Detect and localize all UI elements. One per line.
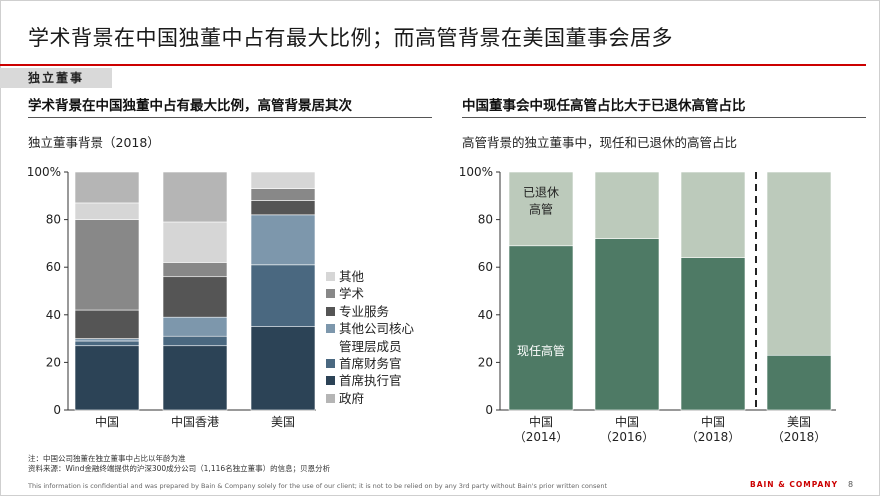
legend-item: 其他公司核心 管理层成员: [326, 320, 414, 355]
slide-title: 学术背景在中国独董中占有最大比例；而高管背景在美国董事会居多: [28, 26, 673, 50]
y-tick-label: 80: [46, 213, 61, 227]
right-panel-rule: [462, 117, 866, 118]
bar-segment: [680, 171, 746, 258]
series-label-current: 现任高管: [517, 343, 565, 358]
x-tick-label: （2014）: [514, 430, 569, 444]
y-tick-label: 20: [46, 355, 61, 369]
legend-item: 政府: [326, 390, 414, 407]
brand-logo: BAIN & COMPANY: [750, 480, 839, 489]
x-tick-label: 中国: [95, 414, 119, 429]
legend-label: 其他公司核心 管理层成员: [339, 321, 415, 354]
left-chart-subtitle: 独立董事背景（2018）: [28, 135, 160, 150]
legend-swatch: [326, 324, 335, 334]
y-tick-label: 100%: [27, 165, 61, 179]
y-tick-label: 80: [478, 213, 493, 227]
right-chart-subtitle: 高管背景的独立董事中，现任和已退休的高管占比: [462, 135, 738, 150]
legend-swatch: [326, 376, 335, 386]
series-label-retired: 已退休: [523, 186, 559, 200]
bar-segment: [594, 171, 660, 239]
legend-label: 学术: [339, 286, 365, 302]
left-chart-legend: 其他学术 专业服务其他公司核心 管理层成员首席财务官 首席执行官 政府: [326, 268, 414, 407]
y-tick-label: 20: [478, 355, 493, 369]
legend-item: 首席执行官: [326, 372, 414, 389]
note-line: 注：中国公司独董在独立董事中占比以年龄为准: [28, 454, 186, 463]
bar-segment: [74, 171, 140, 204]
legend-item: 专业服务: [326, 303, 414, 320]
legend-swatch: [326, 289, 335, 299]
bar-segment: [74, 345, 140, 411]
x-tick-label: 中国: [701, 414, 725, 429]
bar-segment: [766, 171, 832, 356]
x-tick-label: （2018）: [772, 430, 827, 444]
legend-swatch: [326, 393, 335, 403]
legend-label: 首席财务官: [339, 356, 402, 372]
source-line: 资料来源：Wind金融终端提供的沪深300成分公司（1,116名独立董事）的信息…: [28, 464, 331, 473]
bar-segment: [162, 221, 228, 263]
legend-item: 首席财务官: [326, 355, 414, 372]
bar-segment: [594, 238, 660, 411]
bar-segment: [250, 326, 316, 411]
title-divider: [0, 64, 866, 66]
legend-label: 专业服务: [339, 303, 390, 319]
legend-label: 首席执行官: [339, 373, 402, 389]
bar-segment: [162, 345, 228, 411]
y-tick-label: 60: [46, 260, 61, 274]
bar-segment: [74, 309, 140, 339]
bar-segment: [508, 171, 574, 247]
y-tick-label: 100%: [459, 165, 493, 179]
x-tick-label: 中国: [615, 414, 639, 429]
page-number: 8: [848, 480, 854, 489]
y-tick-label: 60: [478, 260, 493, 274]
bar-segment: [766, 354, 832, 411]
legend-item: 学术: [326, 285, 414, 302]
x-tick-label: 中国: [529, 414, 553, 429]
x-tick-label: 美国: [787, 415, 811, 429]
series-label-retired: 高管: [529, 202, 553, 217]
bar-segment: [162, 171, 228, 223]
confidentiality-footer: This information is confidential and was…: [28, 482, 608, 490]
bar-segment: [250, 214, 316, 266]
legend-label: 其他: [339, 269, 365, 284]
legend-swatch: [326, 359, 335, 369]
bar-segment: [508, 245, 574, 411]
legend-swatch: [326, 306, 335, 316]
x-tick-label: 中国香港: [171, 414, 219, 429]
left-panel-rule: [28, 117, 432, 118]
bar-segment: [680, 257, 746, 411]
section-tag: 独立董事: [0, 68, 112, 88]
bar-segment: [74, 219, 140, 311]
x-tick-label: （2018）: [686, 430, 741, 444]
legend-label: 政府: [339, 390, 365, 406]
right-panel-heading: 中国董事会中现任高管占比大于已退休高管占比: [462, 98, 746, 114]
x-tick-label: （2016）: [600, 430, 655, 444]
x-tick-label: 美国: [271, 415, 295, 429]
left-panel-heading: 学术背景在中国独董中占有最大比例，高管背景居其次: [28, 98, 352, 114]
y-tick-label: 40: [478, 308, 493, 322]
y-tick-label: 0: [485, 403, 493, 417]
legend-item: 其他: [326, 268, 414, 285]
legend-swatch: [326, 272, 335, 281]
bar-segment: [250, 171, 316, 189]
bar-segment: [250, 264, 316, 328]
y-tick-label: 40: [46, 308, 61, 322]
y-tick-label: 0: [53, 403, 61, 417]
notes: 注：中国公司独董在独立董事中占比以年龄为准 资料来源：Wind金融终端提供的沪深…: [28, 454, 330, 474]
